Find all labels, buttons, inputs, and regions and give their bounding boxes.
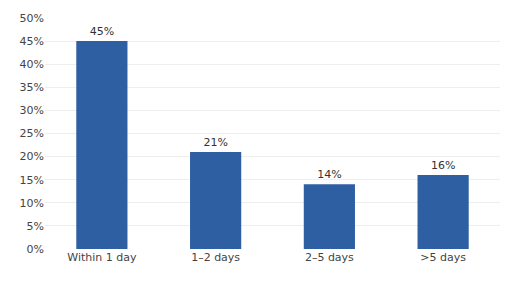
svg-text:1–2 days: 1–2 days	[191, 251, 240, 264]
svg-text:0%: 0%	[27, 243, 44, 256]
svg-text:45%: 45%	[20, 35, 44, 48]
svg-text:Within 1 day: Within 1 day	[67, 251, 137, 264]
svg-text:30%: 30%	[20, 104, 44, 117]
svg-text:40%: 40%	[20, 58, 44, 71]
svg-text:15%: 15%	[20, 174, 44, 187]
svg-text:25%: 25%	[20, 127, 44, 140]
svg-text:21%: 21%	[203, 136, 227, 149]
svg-text:>5 days: >5 days	[420, 251, 466, 264]
svg-text:45%: 45%	[90, 25, 114, 38]
svg-text:35%: 35%	[20, 81, 44, 94]
svg-text:5%: 5%	[27, 220, 44, 233]
svg-text:10%: 10%	[20, 197, 44, 210]
svg-text:14%: 14%	[317, 168, 341, 181]
svg-text:50%: 50%	[20, 12, 44, 25]
svg-text:2–5 days: 2–5 days	[305, 251, 354, 264]
svg-text:16%: 16%	[431, 159, 455, 172]
svg-text:20%: 20%	[20, 150, 44, 163]
